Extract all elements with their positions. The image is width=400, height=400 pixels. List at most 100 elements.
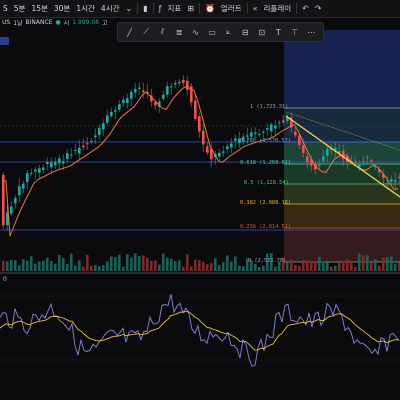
candle-body xyxy=(78,147,81,154)
candle-body xyxy=(86,143,89,145)
candle-body xyxy=(70,154,73,156)
candle-body xyxy=(138,87,141,89)
volume-bar xyxy=(42,260,45,271)
volume-bar xyxy=(30,256,33,271)
volume-bar xyxy=(178,260,181,271)
volume-bar xyxy=(6,261,9,271)
volume-bar xyxy=(386,257,389,271)
volume-bar xyxy=(314,261,317,271)
fib-retracement-icon[interactable]: ≣ xyxy=(175,27,183,37)
candle-body xyxy=(166,86,169,95)
replay-button[interactable]: 리플레이 xyxy=(263,4,292,13)
candle-body xyxy=(382,174,385,178)
volume-bar xyxy=(354,266,357,271)
candle-body xyxy=(218,152,221,157)
candle-body xyxy=(186,80,189,91)
volume-bar xyxy=(122,266,125,271)
path-icon[interactable]: ⟀ xyxy=(226,27,232,36)
signal-line xyxy=(0,311,400,351)
candle-body xyxy=(38,168,41,173)
volume-bar xyxy=(74,265,77,271)
redo-icon[interactable]: ↷ xyxy=(314,4,322,13)
volume-bar xyxy=(318,256,321,271)
candle-body xyxy=(354,161,357,163)
candle-body xyxy=(34,169,37,172)
symbol-fragment[interactable]: S xyxy=(3,4,8,13)
candles-icon[interactable]: ▮ xyxy=(143,4,148,13)
horizontal-ray-icon[interactable]: ⟋ xyxy=(143,27,149,36)
interval-15m[interactable]: 15분 xyxy=(31,4,48,13)
candle-body xyxy=(154,102,157,106)
interval-4h[interactable]: 4시간 xyxy=(100,4,120,13)
volume-bar xyxy=(398,262,400,271)
more-icon[interactable]: ⋯ xyxy=(307,27,316,37)
candle-body xyxy=(182,80,185,83)
trendline[interactable] xyxy=(285,115,400,198)
interval-1h[interactable]: 1시간 xyxy=(76,4,95,13)
volume-bar xyxy=(346,258,349,271)
volume-bar xyxy=(394,263,397,271)
candle-body xyxy=(190,86,193,103)
volume-bar xyxy=(10,260,13,271)
volume-bar xyxy=(190,266,193,271)
rectangle-icon[interactable]: ▭ xyxy=(208,27,216,37)
interval-dropdown-icon[interactable]: ⌄ xyxy=(125,4,133,13)
candle-body xyxy=(146,91,149,94)
candle-body xyxy=(94,135,97,138)
trendline-guide xyxy=(285,111,400,151)
candle-body xyxy=(270,124,273,132)
undo-icon[interactable]: ↶ xyxy=(302,4,309,13)
volume-bar xyxy=(166,257,169,271)
volume-bar xyxy=(306,260,309,271)
text-icon[interactable]: T xyxy=(275,27,281,37)
long-position-icon[interactable]: ⊟ xyxy=(241,27,249,37)
volume-bar xyxy=(118,254,121,271)
interval-5m[interactable]: 5분 xyxy=(13,4,26,13)
volume-bar xyxy=(170,258,173,271)
fib-label-0618: 0.618 (1,268.91) xyxy=(240,160,292,166)
volume-bar xyxy=(98,266,101,271)
volume-bar xyxy=(290,259,293,271)
parallel-channel-icon[interactable]: ⫽ xyxy=(160,27,165,36)
indicators-button[interactable]: 지표 xyxy=(167,4,182,13)
interval-label: 1날 xyxy=(13,20,23,27)
side-badge[interactable] xyxy=(0,37,9,45)
fx-icon[interactable]: ƒ xyxy=(158,4,162,13)
candle-body xyxy=(110,111,113,117)
candle-body xyxy=(2,174,5,226)
volume-bar xyxy=(186,254,189,271)
candle-body xyxy=(262,131,265,133)
alert-button[interactable]: 얼러트 xyxy=(220,4,242,13)
candle-body xyxy=(46,161,49,165)
candle-body xyxy=(6,212,9,226)
open-label: 시 xyxy=(63,20,70,27)
candle-body xyxy=(30,172,33,174)
volume-bar xyxy=(302,259,305,271)
brush-icon[interactable]: ∿ xyxy=(192,27,199,37)
measure-icon[interactable]: ⊡ xyxy=(258,27,266,37)
volume-bar xyxy=(50,260,53,271)
candle-body xyxy=(266,128,269,130)
grid-icon[interactable]: ⊞ xyxy=(187,4,194,13)
volume-bar xyxy=(26,260,29,271)
volume-bar xyxy=(338,262,341,271)
fib-label-0382: 0.382 (2,988.18) xyxy=(240,200,292,206)
anchored-text-icon[interactable]: ⊤ xyxy=(291,27,299,37)
volume-bar xyxy=(158,264,161,271)
volume-bar xyxy=(194,259,197,271)
volume-bar xyxy=(102,265,105,271)
volume-bar xyxy=(142,255,145,271)
alarm-icon[interactable]: ⏰ xyxy=(204,4,215,13)
candle-body xyxy=(294,131,297,136)
volume-bar xyxy=(146,257,149,271)
volume-bar xyxy=(310,260,313,271)
horizontal-lines[interactable] xyxy=(0,141,400,231)
interval-30m[interactable]: 30분 xyxy=(53,4,71,13)
candle-body xyxy=(398,176,400,178)
replay-icon[interactable]: « xyxy=(252,4,258,13)
candle-body xyxy=(54,161,57,166)
pane-divider[interactable] xyxy=(0,272,400,274)
trendline-icon[interactable]: ╱ xyxy=(127,27,132,37)
candle-body xyxy=(394,180,397,182)
